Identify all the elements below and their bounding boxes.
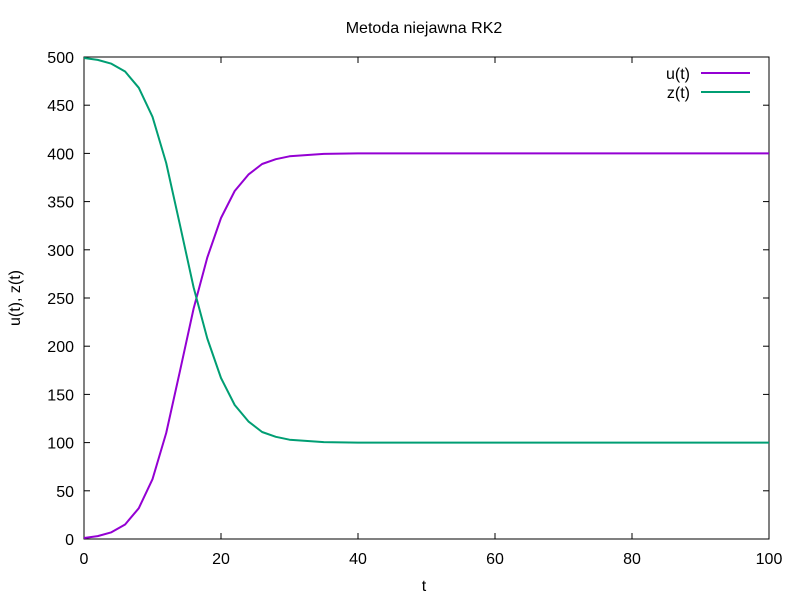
y-tick-label: 400: [47, 146, 74, 163]
y-axis-label: u(t), z(t): [7, 270, 24, 326]
legend: u(t) z(t): [666, 66, 750, 102]
y-axis-ticks: 0 50 100 150 200 250 300 350 400 450 500: [47, 50, 769, 549]
y-tick-label: 100: [47, 436, 74, 453]
series-layer: [83, 57, 769, 539]
x-tick-label: 80: [623, 551, 641, 568]
y-tick-label: 250: [47, 291, 74, 308]
y-tick-label: 50: [56, 484, 74, 501]
legend-label: u(t): [666, 66, 690, 83]
y-tick-label: 350: [47, 195, 74, 212]
x-tick-label: 60: [486, 551, 504, 568]
chart-title: Metoda niejawna RK2: [346, 20, 503, 37]
x-tick-label: 0: [80, 551, 89, 568]
legend-label: z(t): [667, 85, 690, 102]
x-axis-ticks: 0 20 40 60 80 100: [80, 57, 783, 568]
x-axis-label: t: [422, 578, 427, 595]
x-tick-label: 40: [349, 551, 367, 568]
x-tick-label: 20: [212, 551, 230, 568]
plot-frame: [83, 56, 770, 540]
series-line-ut: [83, 152, 769, 539]
y-tick-label: 500: [47, 50, 74, 67]
y-tick-label: 200: [47, 339, 74, 356]
y-tick-label: 0: [65, 532, 74, 549]
series-line-zt: [83, 57, 769, 444]
y-tick-label: 300: [47, 243, 74, 260]
plot-border: [83, 56, 770, 540]
x-tick-label: 100: [756, 551, 783, 568]
y-tick-label: 450: [47, 98, 74, 115]
y-tick-label: 150: [47, 387, 74, 404]
